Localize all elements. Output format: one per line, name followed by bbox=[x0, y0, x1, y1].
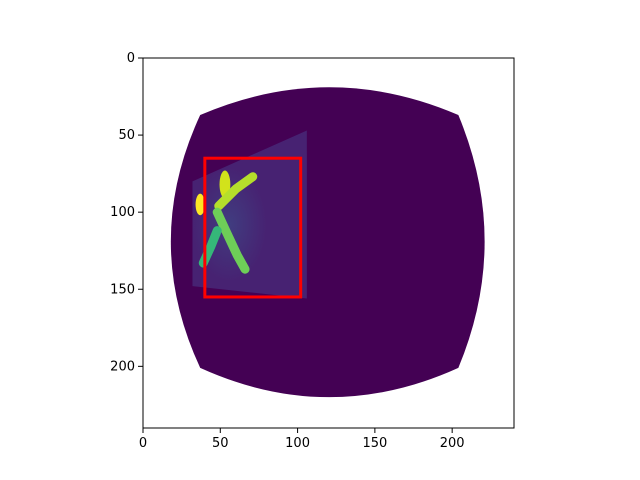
figure-arm bbox=[214, 172, 258, 211]
y-tick-label: 0 bbox=[127, 51, 135, 66]
x-axis: 0 50 100 150 200 bbox=[139, 428, 465, 451]
y-tick-label: 100 bbox=[110, 205, 135, 220]
x-tick-label: 50 bbox=[212, 436, 229, 451]
figure-torso bbox=[212, 207, 250, 274]
y-axis: 0 50 100 150 200 bbox=[110, 51, 143, 374]
x-tick-label: 150 bbox=[362, 436, 387, 451]
y-tick-label: 150 bbox=[110, 282, 135, 297]
x-tick-label: 200 bbox=[440, 436, 465, 451]
x-tick-label: 100 bbox=[285, 436, 310, 451]
axes-frame bbox=[142, 57, 515, 429]
image-area bbox=[170, 87, 485, 398]
bounding-box-rectangle bbox=[203, 156, 303, 299]
y-tick-label: 50 bbox=[118, 128, 135, 143]
y-tick-label: 200 bbox=[110, 359, 135, 374]
x-tick-label: 0 bbox=[139, 436, 147, 451]
figure-left-edge bbox=[195, 193, 205, 216]
